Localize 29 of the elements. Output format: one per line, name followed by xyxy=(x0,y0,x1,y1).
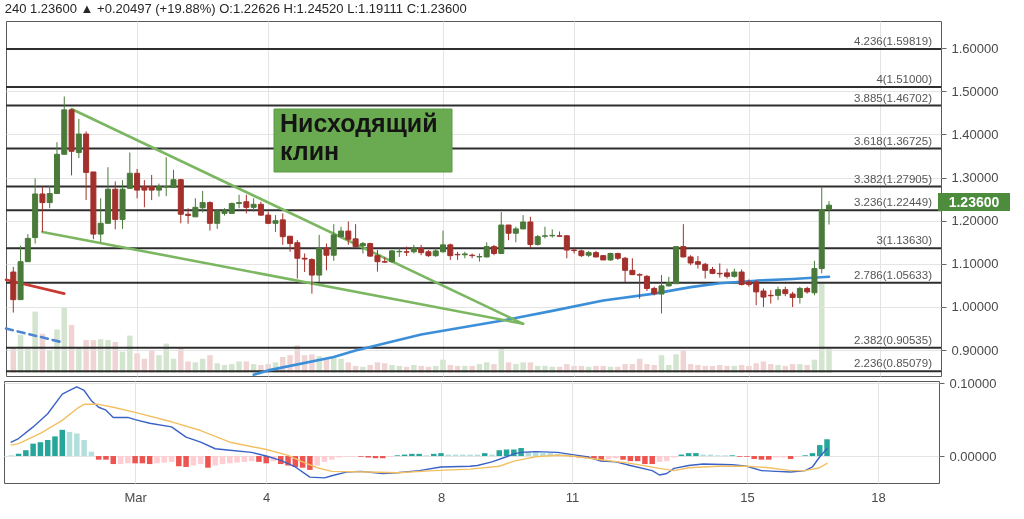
x-tick-label: 15 xyxy=(740,489,755,505)
y-tick-label: 0.90000 xyxy=(951,342,999,358)
y-tick-label: 0.00000 xyxy=(949,448,997,464)
x-tick-label: 8 xyxy=(437,489,446,505)
ref-line-label: 4(1.51000) xyxy=(876,73,933,85)
y-tick-label: 1.00000 xyxy=(951,299,999,315)
ref-line-label: 3.618(1.36725) xyxy=(853,134,933,147)
x-tick-label: 11 xyxy=(565,489,580,505)
ref-line-label: 2.382(0.90535) xyxy=(853,333,933,346)
ref-line-label: 3.885(1.46702) xyxy=(853,91,933,104)
ref-line-label: 2.786(1.05633) xyxy=(853,268,933,281)
y-tick-label: 1.30000 xyxy=(951,170,999,186)
y-tick-label: 0.10000 xyxy=(949,375,997,391)
x-tick-label: 4 xyxy=(263,489,271,505)
y-tick-label: 1.20000 xyxy=(951,213,999,229)
text: 1.23600 xyxy=(938,193,1010,212)
chart-title: 240 1.23600 ▲ +0.20497 (+19.88%) O:1.22626 H:1.24520 L:1.19111 C:1.23600 xyxy=(4,1,467,16)
y-tick-label: 1.10000 xyxy=(951,256,999,272)
ref-line-label: 2.236(0.85079) xyxy=(853,357,933,370)
x-tick-label: Mar xyxy=(124,489,148,505)
y-tick-label: 1.50000 xyxy=(951,83,999,99)
x-tick-label: 18 xyxy=(871,489,886,505)
ref-line-label: 4.236(1.59819) xyxy=(853,34,933,47)
annotation: Нисходящий клин xyxy=(280,109,438,165)
y-tick-label: 1.60000 xyxy=(951,40,999,56)
ref-line-label: 3.236(1.22449) xyxy=(853,196,933,209)
ref-line-label: 3.382(1.27905) xyxy=(853,172,933,185)
ref-line-label: 3(1.13630) xyxy=(876,234,933,247)
y-tick-label: 1.40000 xyxy=(951,126,999,142)
